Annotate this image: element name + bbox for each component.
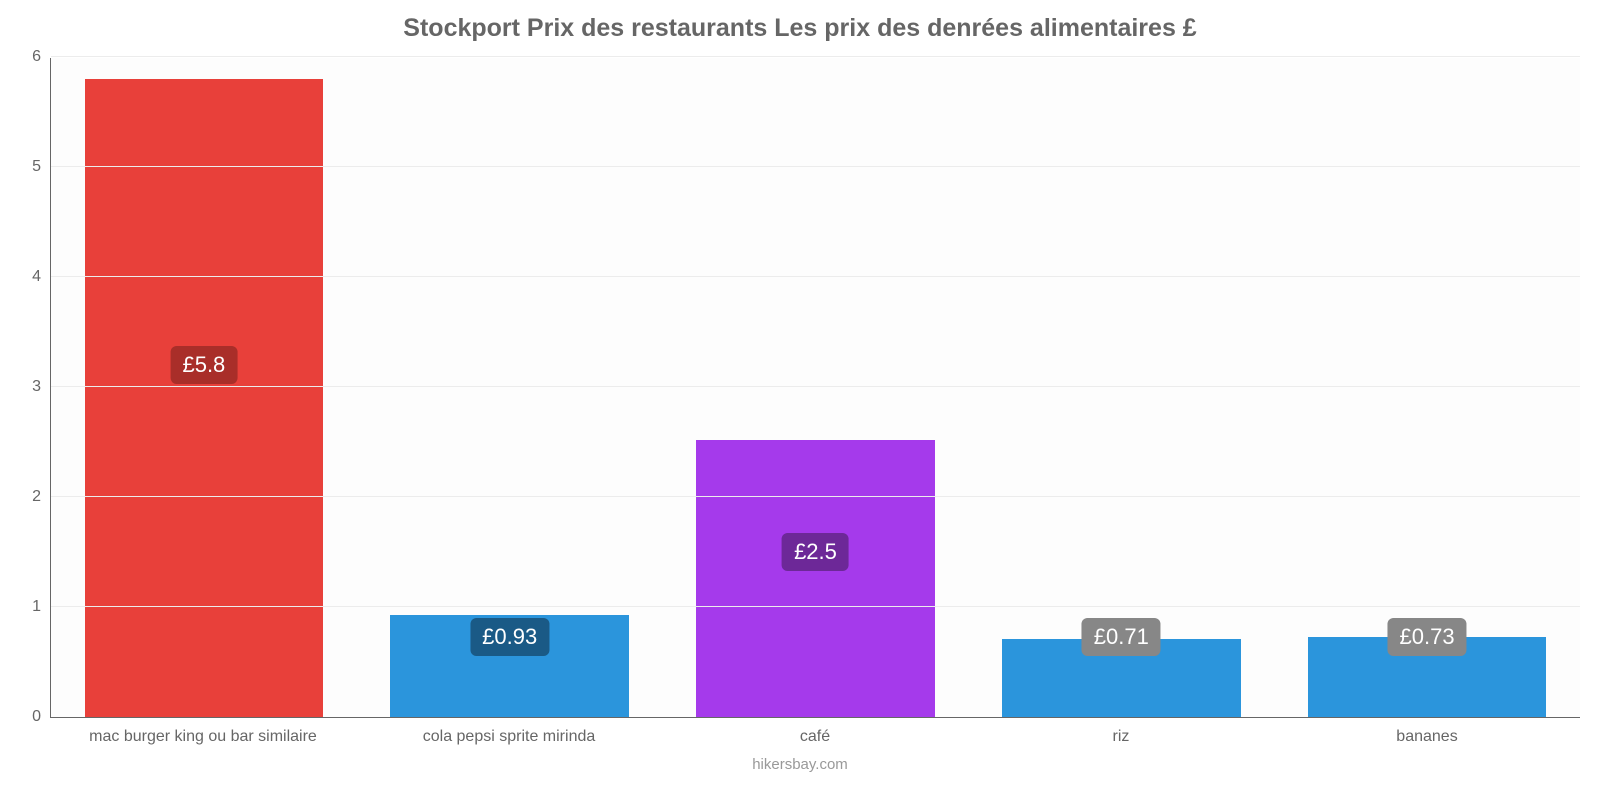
gridline	[51, 606, 1580, 607]
bar-slot: £0.93	[357, 58, 663, 717]
x-tick-label: riz	[968, 728, 1274, 746]
bar: £0.73	[1308, 637, 1547, 717]
value-badge: £0.73	[1388, 618, 1467, 656]
value-badge: £5.8	[170, 346, 237, 384]
y-tick-label: 5	[32, 158, 51, 176]
bar: £0.93	[390, 615, 629, 717]
chart-title: Stockport Prix des restaurants Les prix …	[0, 14, 1600, 43]
value-badge: £2.5	[782, 533, 849, 571]
y-tick-label: 1	[32, 598, 51, 616]
x-tick-label: mac burger king ou bar similaire	[50, 728, 356, 746]
y-tick-label: 2	[32, 488, 51, 506]
x-axis-labels: mac burger king ou bar similairecola pep…	[50, 728, 1580, 746]
plot-area: £5.8£0.93£2.5£0.71£0.73 0123456	[50, 58, 1580, 718]
gridline	[51, 56, 1580, 57]
y-tick-label: 6	[32, 48, 51, 66]
gridline	[51, 276, 1580, 277]
bar: £2.5	[696, 440, 935, 717]
attribution-text: hikersbay.com	[0, 756, 1600, 773]
value-badge: £0.71	[1082, 618, 1161, 656]
x-tick-label: cola pepsi sprite mirinda	[356, 728, 662, 746]
y-tick-label: 4	[32, 268, 51, 286]
gridline	[51, 166, 1580, 167]
value-badge: £0.93	[470, 618, 549, 656]
bar-slot: £2.5	[663, 58, 969, 717]
bar: £0.71	[1002, 639, 1241, 717]
bars-container: £5.8 £0.93 £2.5 £0.71 £0.73	[51, 58, 1580, 717]
x-tick-label: bananes	[1274, 728, 1580, 746]
bar-slot: £0.71	[968, 58, 1274, 717]
y-tick-label: 3	[32, 378, 51, 396]
y-tick-label: 0	[32, 708, 51, 726]
gridline	[51, 386, 1580, 387]
bar-slot: £0.73	[1274, 58, 1580, 717]
bar: £5.8	[85, 79, 324, 717]
gridline	[51, 496, 1580, 497]
x-tick-label: café	[662, 728, 968, 746]
price-bar-chart: Stockport Prix des restaurants Les prix …	[0, 0, 1600, 800]
bar-slot: £5.8	[51, 58, 357, 717]
